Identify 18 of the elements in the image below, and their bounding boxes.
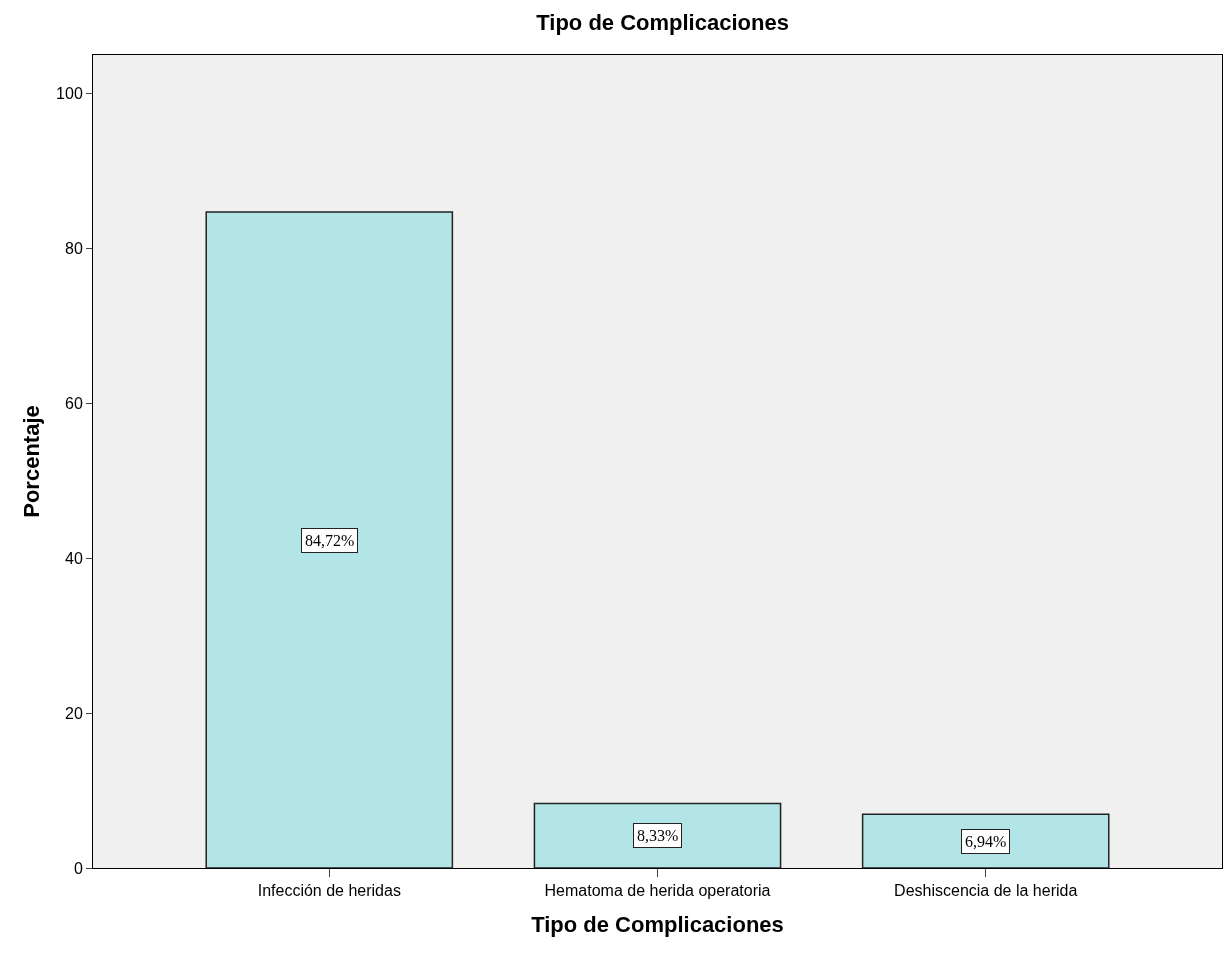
x-tick-label: Deshiscencia de la herida [894,882,1078,900]
x-tick-label: Hematoma de herida operatoria [544,882,771,900]
y-tick-label: 40 [65,549,83,567]
data-label: 84,72% [305,532,355,549]
bar [861,813,1110,868]
y-tick-label: 100 [56,85,83,103]
chart-title: Tipo de Complicaciones [536,9,789,35]
y-tick-label: 80 [65,240,83,258]
bar [205,211,454,868]
y-tick-label: 20 [65,704,83,722]
data-label: 6,94% [965,833,1007,850]
y-tick-label: 60 [65,395,83,413]
data-label: 8,33% [637,827,679,844]
bar [533,802,782,868]
y-axis-title: Porcentaje [18,405,44,518]
x-tick-label: Infección de heridas [257,882,401,900]
x-axis-title: Tipo de Complicaciones [531,912,784,938]
y-tick-label: 0 [73,859,83,877]
